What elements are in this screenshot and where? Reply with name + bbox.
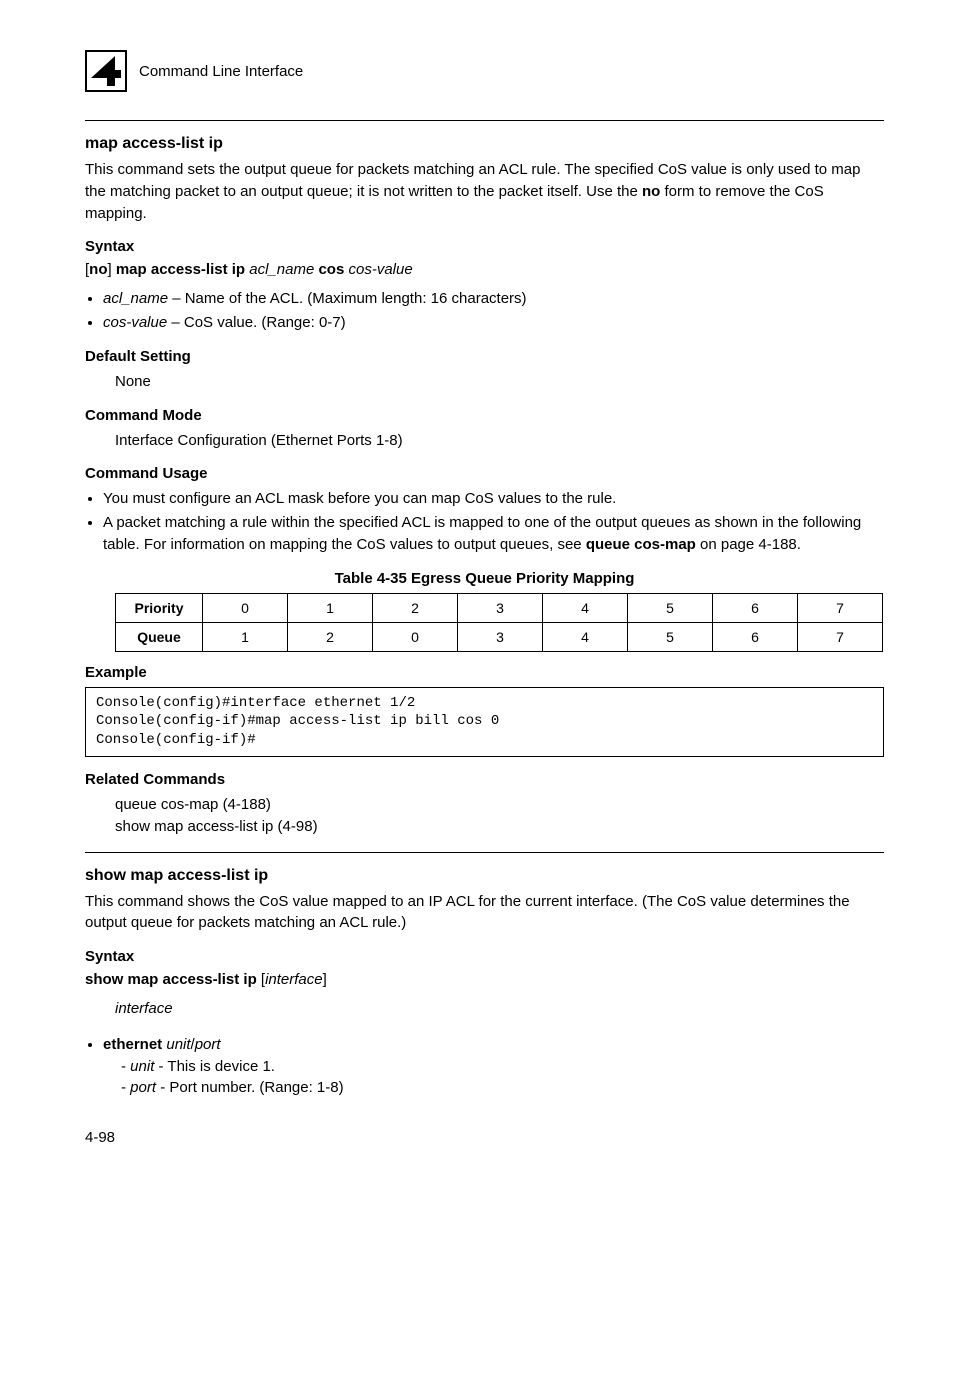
default-value: None <box>115 371 884 393</box>
cell: 7 <box>798 622 883 651</box>
sub-desc: - Port number. (Range: 1-8) <box>156 1079 344 1096</box>
ethernet-keyword: ethernet <box>103 1036 162 1053</box>
section-rule <box>85 120 884 121</box>
table-caption: Table 4-35 Egress Queue Priority Mapping <box>85 570 884 587</box>
table-row: Priority 0 1 2 3 4 5 6 7 <box>116 593 883 622</box>
cell: 2 <box>288 622 373 651</box>
cell: 7 <box>798 593 883 622</box>
param-item: cos-value – CoS value. (Range: 0-7) <box>103 312 884 334</box>
cell: 1 <box>288 593 373 622</box>
sub-list: unit - This is device 1. port - Port num… <box>103 1056 884 1100</box>
related-list: queue cos-map (4-188) show map access-li… <box>115 794 884 838</box>
command-description: This command sets the output queue for p… <box>85 159 884 224</box>
table-row: Queue 1 2 0 3 4 5 6 7 <box>116 622 883 651</box>
param-desc: – Name of the ACL. (Maximum length: 16 c… <box>168 290 526 307</box>
cell: 6 <box>713 593 798 622</box>
syntax-no: no <box>89 261 107 278</box>
syntax-heading: Syntax <box>85 238 884 255</box>
command-title: map access-list ip <box>85 135 884 153</box>
syntax-arg1: acl_name <box>245 261 318 278</box>
sub-name: unit <box>130 1058 154 1075</box>
related-heading: Related Commands <box>85 771 884 788</box>
command-title: show map access-list ip <box>85 867 884 885</box>
cell: 3 <box>458 593 543 622</box>
mode-value: Interface Configuration (Ethernet Ports … <box>115 430 884 452</box>
cell: 6 <box>713 622 798 651</box>
cell: 1 <box>203 622 288 651</box>
interface-list: ethernet unit/port unit - This is device… <box>85 1034 884 1099</box>
interface-item: ethernet unit/port unit - This is device… <box>103 1034 884 1099</box>
syntax-close: ] <box>108 261 116 278</box>
cell: 3 <box>458 622 543 651</box>
usage-item: You must configure an ACL mask before yo… <box>103 488 884 510</box>
param-name: cos-value <box>103 314 167 331</box>
param-desc: – CoS value. (Range: 0-7) <box>167 314 345 331</box>
param-item: acl_name – Name of the ACL. (Maximum len… <box>103 288 884 310</box>
cell: 0 <box>373 622 458 651</box>
usage-bold: queue cos-map <box>586 536 696 553</box>
sub-desc: - This is device 1. <box>154 1058 275 1075</box>
param-name: acl_name <box>103 290 168 307</box>
syntax-cos: cos <box>318 261 344 278</box>
syntax-cmd: map access-list ip <box>116 261 245 278</box>
cell: 4 <box>543 593 628 622</box>
related-item: queue cos-map (4-188) <box>115 794 884 816</box>
ethernet-unit: unit <box>162 1036 190 1053</box>
chapter-badge <box>85 50 127 92</box>
code-example: Console(config)#interface ethernet 1/2 C… <box>85 687 884 758</box>
syntax-line: show map access-list ip [interface] <box>85 971 884 988</box>
cell: 5 <box>628 593 713 622</box>
row-label: Queue <box>116 622 203 651</box>
mode-heading: Command Mode <box>85 407 884 424</box>
syntax-line: [no] map access-list ip acl_name cos cos… <box>85 261 884 278</box>
syntax-open: [ <box>257 971 265 988</box>
cell: 4 <box>543 622 628 651</box>
interface-label: interface <box>115 998 884 1020</box>
page-header: Command Line Interface <box>85 50 884 92</box>
section-rule <box>85 852 884 853</box>
usage-heading: Command Usage <box>85 465 884 482</box>
default-heading: Default Setting <box>85 348 884 365</box>
header-title: Command Line Interface <box>139 63 303 80</box>
sub-name: port <box>130 1079 156 1096</box>
syntax-heading: Syntax <box>85 948 884 965</box>
sub-item: unit - This is device 1. <box>121 1056 884 1078</box>
syntax-arg: interface <box>265 971 323 988</box>
param-list: acl_name – Name of the ACL. (Maximum len… <box>85 288 884 334</box>
syntax-close: ] <box>323 971 327 988</box>
syntax-arg2: cos-value <box>344 261 412 278</box>
usage-text-b: on page 4-188. <box>696 536 801 553</box>
ethernet-port: port <box>195 1036 221 1053</box>
syntax-cmd: show map access-list ip <box>85 971 257 988</box>
usage-item: A packet matching a rule within the spec… <box>103 512 884 556</box>
priority-table: Priority 0 1 2 3 4 5 6 7 Queue 1 2 0 3 4… <box>115 593 883 652</box>
row-label: Priority <box>116 593 203 622</box>
cell: 2 <box>373 593 458 622</box>
example-heading: Example <box>85 664 884 681</box>
page-number: 4-98 <box>85 1129 884 1146</box>
cell: 0 <box>203 593 288 622</box>
cell: 5 <box>628 622 713 651</box>
related-item: show map access-list ip (4-98) <box>115 816 884 838</box>
sub-item: port - Port number. (Range: 1-8) <box>121 1077 884 1099</box>
usage-list: You must configure an ACL mask before yo… <box>85 488 884 555</box>
command-description: This command shows the CoS value mapped … <box>85 891 884 935</box>
desc-bold: no <box>642 183 660 200</box>
